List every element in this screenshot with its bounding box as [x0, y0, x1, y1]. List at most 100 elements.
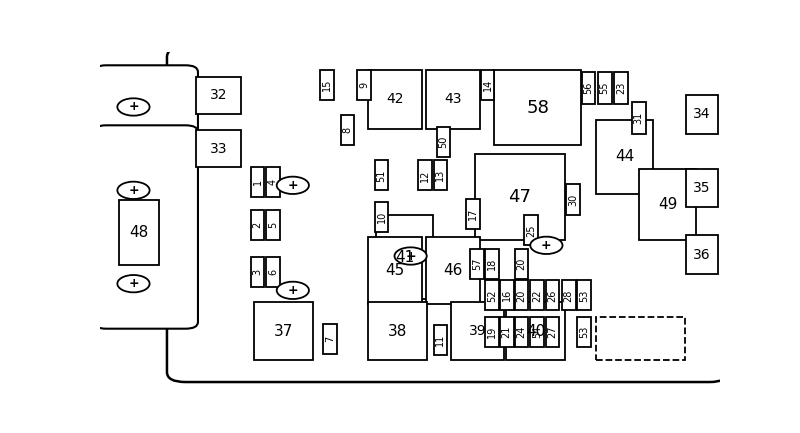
Text: 36: 36	[694, 248, 711, 262]
Text: 16: 16	[502, 289, 512, 301]
Bar	[686, 169, 718, 207]
Text: 47: 47	[509, 188, 531, 206]
Text: 45: 45	[386, 263, 405, 278]
Text: +: +	[287, 179, 298, 192]
Text: 13: 13	[435, 169, 446, 181]
Bar	[562, 280, 575, 310]
Text: 55: 55	[600, 81, 610, 94]
Circle shape	[118, 182, 150, 199]
Text: 12: 12	[420, 169, 430, 181]
Text: 52: 52	[487, 289, 497, 302]
Text: +: +	[287, 284, 298, 297]
Bar	[500, 317, 514, 347]
Bar	[514, 317, 529, 347]
Bar	[466, 199, 480, 229]
Text: 41: 41	[394, 249, 414, 265]
Text: 9: 9	[359, 82, 369, 88]
Text: 54: 54	[532, 326, 542, 338]
Bar	[374, 160, 388, 191]
Bar	[614, 72, 628, 103]
Bar	[196, 130, 241, 167]
Text: 14: 14	[482, 79, 493, 91]
Text: 57: 57	[472, 258, 482, 270]
Bar	[358, 70, 371, 100]
Bar	[546, 280, 559, 310]
Text: 43: 43	[444, 93, 462, 107]
Bar	[254, 302, 313, 360]
Text: 40: 40	[526, 324, 545, 339]
Bar	[514, 280, 529, 310]
Circle shape	[277, 282, 309, 299]
Text: 32: 32	[210, 88, 227, 102]
Text: 33: 33	[210, 142, 227, 155]
Text: 1: 1	[253, 179, 262, 185]
Circle shape	[118, 98, 150, 116]
Text: 19: 19	[487, 326, 497, 338]
Bar	[250, 210, 264, 240]
Bar	[530, 317, 544, 347]
Bar	[578, 280, 591, 310]
Bar	[485, 317, 498, 347]
Circle shape	[394, 247, 426, 265]
Bar	[530, 280, 544, 310]
Bar	[524, 215, 538, 246]
FancyBboxPatch shape	[167, 47, 728, 382]
Text: +: +	[128, 184, 138, 197]
Bar	[418, 160, 432, 191]
Text: 30: 30	[568, 194, 578, 206]
Bar	[578, 317, 591, 347]
Text: 8: 8	[342, 127, 352, 133]
Text: 26: 26	[547, 289, 558, 301]
Bar	[546, 317, 559, 347]
Text: 5: 5	[268, 222, 278, 229]
Text: 44: 44	[615, 149, 634, 165]
Bar	[434, 325, 447, 355]
Bar	[368, 237, 422, 304]
Text: +: +	[541, 239, 552, 252]
Bar	[686, 235, 718, 274]
Text: 20: 20	[517, 258, 526, 270]
Bar	[374, 202, 388, 232]
Text: 49: 49	[658, 197, 678, 212]
Bar	[426, 70, 480, 129]
Text: 28: 28	[564, 289, 574, 301]
Bar	[494, 70, 581, 145]
Text: 3: 3	[253, 269, 262, 275]
Bar	[437, 127, 450, 157]
Bar	[470, 249, 484, 279]
Bar	[323, 324, 337, 354]
Text: 6: 6	[268, 269, 278, 275]
Bar	[434, 160, 447, 191]
Bar	[341, 115, 354, 145]
Text: 21: 21	[502, 326, 512, 338]
Bar	[485, 249, 498, 279]
Bar	[475, 154, 565, 240]
Bar	[506, 302, 565, 360]
Bar	[266, 257, 280, 287]
Text: 38: 38	[388, 324, 407, 339]
Bar	[632, 102, 646, 134]
Text: 24: 24	[517, 326, 526, 338]
Bar	[368, 70, 422, 129]
Text: +: +	[406, 249, 416, 262]
Text: 7: 7	[325, 336, 335, 342]
Text: 11: 11	[435, 334, 446, 346]
Text: 53: 53	[579, 326, 590, 338]
Bar	[250, 257, 264, 287]
Text: 10: 10	[377, 211, 386, 223]
Bar	[596, 317, 685, 360]
Bar	[686, 95, 718, 134]
Text: 39: 39	[469, 324, 486, 338]
Bar	[566, 184, 580, 215]
Text: 58: 58	[526, 99, 549, 117]
Text: 48: 48	[129, 225, 148, 240]
Bar	[320, 70, 334, 100]
Bar	[196, 77, 241, 113]
Bar	[500, 280, 514, 310]
Text: 15: 15	[322, 79, 332, 91]
Bar	[266, 210, 280, 240]
Bar	[266, 167, 280, 197]
Circle shape	[118, 275, 150, 292]
Text: 25: 25	[526, 224, 536, 236]
Bar	[582, 72, 595, 103]
